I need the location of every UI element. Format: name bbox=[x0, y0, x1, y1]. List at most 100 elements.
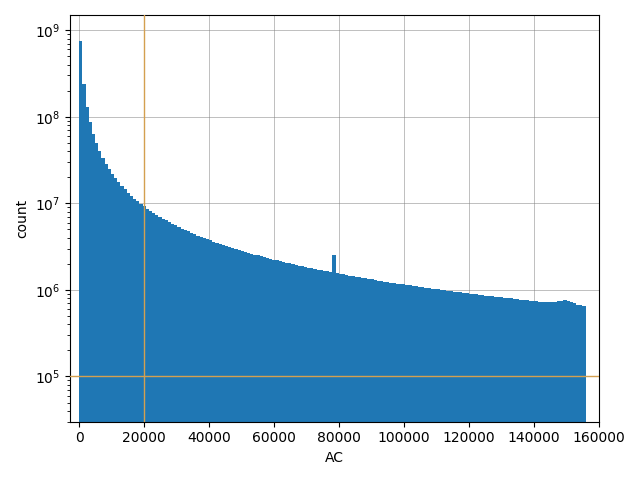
Bar bbox=[449, 291, 452, 480]
Bar bbox=[506, 298, 509, 480]
Bar bbox=[465, 293, 468, 480]
Bar bbox=[291, 264, 294, 480]
Bar bbox=[200, 237, 203, 480]
Bar bbox=[431, 288, 434, 480]
Bar bbox=[494, 297, 497, 480]
Bar bbox=[177, 227, 180, 480]
Bar bbox=[579, 305, 582, 480]
Bar bbox=[149, 211, 152, 480]
Bar bbox=[434, 289, 437, 480]
Bar bbox=[405, 285, 408, 480]
Bar bbox=[402, 285, 405, 480]
Bar bbox=[152, 213, 156, 480]
Bar bbox=[525, 300, 529, 480]
Bar bbox=[415, 287, 418, 480]
Bar bbox=[102, 158, 104, 480]
Bar bbox=[187, 231, 190, 480]
Bar bbox=[323, 271, 326, 480]
Bar bbox=[452, 291, 456, 480]
Bar bbox=[247, 253, 250, 480]
Bar bbox=[225, 246, 228, 480]
Bar bbox=[320, 270, 323, 480]
Bar bbox=[355, 277, 358, 480]
Bar bbox=[190, 233, 193, 480]
Bar bbox=[504, 298, 506, 480]
Bar bbox=[566, 300, 570, 480]
Bar bbox=[364, 278, 367, 480]
Bar bbox=[180, 228, 184, 480]
Bar bbox=[392, 283, 396, 480]
Bar bbox=[339, 274, 342, 480]
Bar bbox=[529, 300, 532, 480]
Bar bbox=[509, 299, 513, 480]
Bar bbox=[161, 219, 164, 480]
Bar bbox=[120, 186, 124, 480]
Bar bbox=[253, 254, 257, 480]
Bar bbox=[193, 234, 196, 480]
Bar bbox=[408, 286, 412, 480]
Bar bbox=[380, 281, 383, 480]
Bar bbox=[260, 256, 263, 480]
Bar bbox=[104, 164, 108, 480]
Bar bbox=[307, 267, 310, 480]
Bar bbox=[326, 272, 330, 480]
Bar bbox=[206, 239, 209, 480]
Bar bbox=[275, 260, 278, 480]
Bar bbox=[532, 301, 535, 480]
Bar bbox=[136, 201, 140, 480]
Bar bbox=[301, 266, 304, 480]
Bar bbox=[399, 284, 402, 480]
Bar bbox=[196, 236, 200, 480]
Bar bbox=[440, 290, 444, 480]
Bar bbox=[412, 286, 415, 480]
Bar bbox=[538, 301, 541, 480]
Bar bbox=[288, 264, 291, 480]
Bar bbox=[244, 252, 247, 480]
Bar bbox=[447, 291, 449, 480]
Bar bbox=[484, 296, 488, 480]
Bar bbox=[164, 220, 168, 480]
Bar bbox=[124, 190, 127, 480]
Bar bbox=[358, 277, 361, 480]
Bar bbox=[421, 287, 424, 480]
Bar bbox=[294, 265, 298, 480]
Bar bbox=[95, 143, 99, 480]
Bar bbox=[374, 280, 377, 480]
Bar bbox=[389, 283, 392, 480]
Bar bbox=[367, 279, 371, 480]
Bar bbox=[570, 302, 573, 480]
Bar bbox=[209, 240, 212, 480]
Bar bbox=[551, 302, 554, 480]
Bar bbox=[127, 192, 130, 480]
Bar bbox=[418, 287, 421, 480]
Bar bbox=[497, 297, 500, 480]
Bar bbox=[548, 302, 551, 480]
Bar bbox=[298, 265, 301, 480]
Bar bbox=[216, 243, 218, 480]
Bar bbox=[310, 268, 314, 480]
Bar bbox=[513, 299, 516, 480]
Bar bbox=[468, 294, 472, 480]
Bar bbox=[314, 269, 317, 480]
Bar bbox=[241, 251, 244, 480]
Bar bbox=[428, 288, 431, 480]
Bar bbox=[237, 250, 241, 480]
Bar bbox=[545, 302, 548, 480]
Bar bbox=[86, 107, 89, 480]
Bar bbox=[114, 179, 117, 480]
Bar bbox=[351, 276, 355, 480]
Bar bbox=[228, 247, 231, 480]
Bar bbox=[387, 282, 389, 480]
Bar bbox=[582, 306, 586, 480]
Bar bbox=[89, 122, 92, 480]
Bar bbox=[257, 255, 260, 480]
Bar bbox=[516, 299, 519, 480]
Bar bbox=[285, 263, 288, 480]
Bar bbox=[475, 294, 478, 480]
Bar bbox=[234, 249, 237, 480]
Bar bbox=[146, 208, 149, 480]
Bar bbox=[342, 275, 345, 480]
Bar bbox=[273, 260, 275, 480]
Bar bbox=[478, 295, 481, 480]
Bar bbox=[278, 261, 282, 480]
